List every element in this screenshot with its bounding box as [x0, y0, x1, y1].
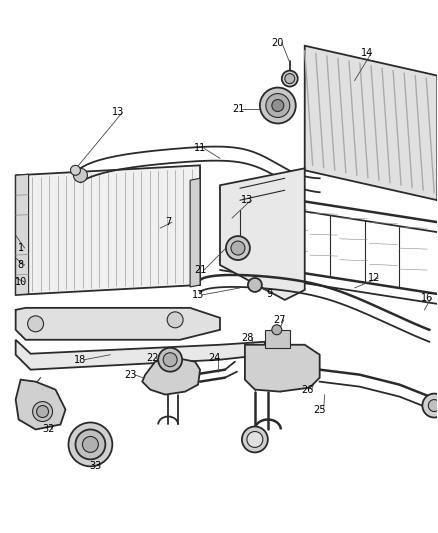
Text: 13: 13: [192, 290, 204, 300]
Circle shape: [167, 312, 183, 328]
Circle shape: [32, 401, 53, 422]
Circle shape: [75, 430, 106, 459]
Polygon shape: [16, 165, 200, 295]
Text: 24: 24: [208, 353, 220, 363]
Circle shape: [68, 423, 112, 466]
Circle shape: [226, 236, 250, 260]
Text: 11: 11: [194, 143, 206, 154]
Polygon shape: [16, 379, 66, 430]
Polygon shape: [245, 345, 320, 392]
Text: 18: 18: [74, 354, 87, 365]
Text: 13: 13: [241, 195, 253, 205]
Circle shape: [28, 316, 43, 332]
Circle shape: [163, 353, 177, 367]
Polygon shape: [190, 178, 200, 287]
Polygon shape: [16, 308, 220, 340]
Text: 9: 9: [267, 289, 273, 299]
Circle shape: [422, 393, 438, 417]
Circle shape: [272, 325, 282, 335]
Polygon shape: [16, 340, 265, 370]
Circle shape: [74, 168, 88, 182]
Text: 26: 26: [301, 385, 314, 394]
Circle shape: [428, 400, 438, 411]
Text: 20: 20: [272, 38, 284, 48]
Circle shape: [285, 74, 295, 84]
Text: 21: 21: [194, 265, 206, 275]
Circle shape: [231, 241, 245, 255]
Polygon shape: [220, 168, 305, 300]
Polygon shape: [16, 174, 28, 295]
Polygon shape: [142, 358, 200, 394]
Text: 10: 10: [14, 277, 27, 287]
Circle shape: [37, 406, 49, 417]
Circle shape: [282, 71, 298, 86]
Circle shape: [247, 432, 263, 447]
Circle shape: [272, 100, 284, 111]
Text: 1: 1: [18, 243, 24, 253]
Polygon shape: [305, 46, 437, 200]
Text: 14: 14: [361, 47, 374, 58]
Text: 25: 25: [314, 405, 326, 415]
Text: 27: 27: [274, 315, 286, 325]
Text: 22: 22: [146, 353, 159, 363]
Text: 32: 32: [42, 424, 55, 434]
Text: 12: 12: [368, 273, 381, 283]
Bar: [265, 330, 290, 348]
Circle shape: [158, 348, 182, 372]
Circle shape: [71, 165, 81, 175]
Text: 28: 28: [242, 333, 254, 343]
Text: 16: 16: [421, 293, 434, 303]
Circle shape: [82, 437, 99, 453]
Text: 7: 7: [165, 217, 171, 227]
Text: 13: 13: [112, 108, 124, 117]
Text: 8: 8: [18, 260, 24, 270]
Circle shape: [266, 94, 290, 117]
Text: 21: 21: [232, 103, 244, 114]
Text: 23: 23: [124, 370, 137, 379]
Text: 33: 33: [89, 462, 102, 471]
Circle shape: [242, 426, 268, 453]
Circle shape: [260, 87, 296, 124]
Circle shape: [248, 278, 262, 292]
